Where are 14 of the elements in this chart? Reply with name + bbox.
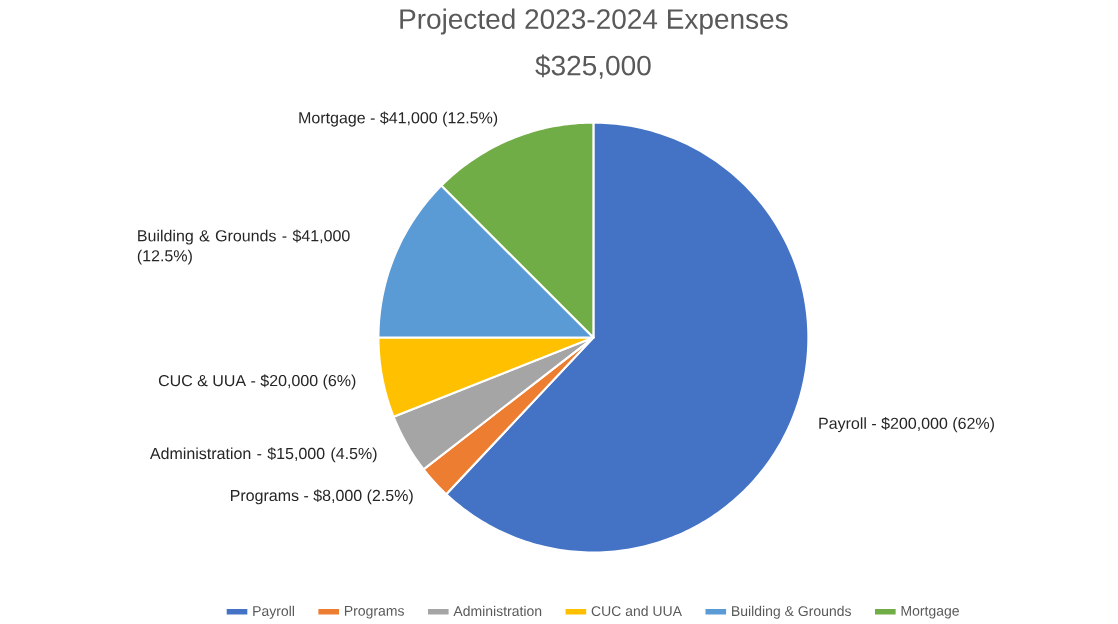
chart-title: Projected 2023-2024 Expenses — [400, 8, 788, 35]
data-label: Mortgage - $41,000 (12.5%) — [299, 111, 498, 127]
data-label: Payroll - $200,000 (62%) — [819, 417, 994, 433]
legend-label: Building & Grounds — [732, 606, 851, 620]
legend-label: CUC and UUA — [591, 606, 682, 617]
data-label: CUC & UUA - $20,000 (6%) — [158, 374, 356, 390]
chart-subtitle: $325,000 — [535, 54, 651, 80]
data-label: Programs - $8,000 (2.5%) — [231, 489, 413, 505]
legend-label: Programs — [344, 606, 404, 619]
data-label: Building & Grounds - $41,000 (12.5%) — [137, 229, 350, 265]
data-label: Administration - $15,000 (4.5%) — [149, 447, 377, 463]
legend-label: Administration — [453, 606, 542, 617]
legend-label: Payroll — [253, 606, 294, 620]
legend-label: Mortgage — [901, 606, 959, 619]
